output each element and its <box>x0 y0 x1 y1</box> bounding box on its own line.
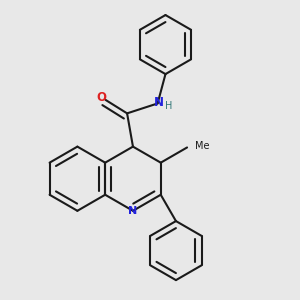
Text: N: N <box>154 96 164 109</box>
Text: H: H <box>165 101 172 111</box>
Text: O: O <box>96 91 106 104</box>
Text: Me: Me <box>194 141 209 151</box>
Text: N: N <box>128 206 138 216</box>
